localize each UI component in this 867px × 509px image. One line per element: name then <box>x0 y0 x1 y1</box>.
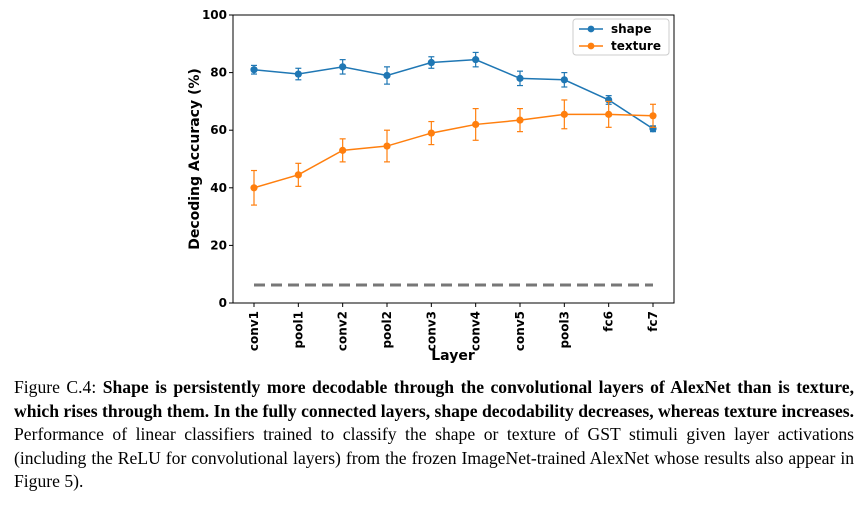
y-axis-title: Decoding Accuracy (%) <box>187 68 203 250</box>
y-tick-label: 60 <box>210 123 227 137</box>
x-axis-title: Layer <box>431 348 475 364</box>
x-tick-label: conv3 <box>424 311 438 351</box>
y-tick-label: 100 <box>202 8 227 22</box>
y-tick-label: 0 <box>219 296 227 310</box>
data-point-shape <box>339 63 347 71</box>
x-tick-label: pool2 <box>380 311 394 349</box>
x-tick-label: conv4 <box>469 311 483 351</box>
data-point-shape <box>250 66 258 74</box>
data-point-texture <box>649 112 657 120</box>
x-tick-label: conv2 <box>336 311 350 351</box>
x-tick-label: pool1 <box>291 311 305 349</box>
caption-label: Figure C.4: <box>14 377 97 397</box>
x-tick-label: fc7 <box>646 311 660 332</box>
x-tick-label: conv5 <box>513 311 527 351</box>
data-point-shape <box>472 56 480 64</box>
data-point-texture <box>427 129 435 137</box>
legend-marker-shape <box>587 25 595 33</box>
data-point-shape <box>427 58 435 67</box>
data-point-texture <box>560 110 568 118</box>
x-tick-label: pool3 <box>557 311 571 349</box>
y-tick-label: 80 <box>210 66 227 80</box>
caption-body-text: Performance of linear classifiers traine… <box>14 424 854 491</box>
decoding-accuracy-chart: 0 20 40 60 80 100 conv1 pool1 conv2 pool2 conv3 con… <box>187 8 675 364</box>
plot-frame <box>232 14 675 304</box>
figure-caption: Figure C.4: Shape is persistently more d… <box>14 376 854 494</box>
data-point-texture <box>472 120 480 129</box>
data-point-texture <box>383 142 391 150</box>
y-tick-label: 20 <box>210 238 227 252</box>
plot-area: 0 20 40 60 80 100 conv1 pool1 conv2 pool2 conv3 con… <box>202 8 675 351</box>
data-point-texture <box>516 116 524 124</box>
legend-label-shape: shape <box>611 22 652 36</box>
legend-label-texture: texture <box>611 39 661 53</box>
data-point-texture <box>294 171 302 179</box>
data-point-texture <box>250 184 258 192</box>
caption-bold-text: Shape is persistently more decodable thr… <box>14 377 854 421</box>
series-line-shape <box>253 58 654 130</box>
legend-marker-texture <box>587 42 595 50</box>
data-point-shape <box>383 71 391 80</box>
y-tick-label: 40 <box>210 181 227 195</box>
data-point-shape <box>294 70 302 78</box>
series-line-texture <box>253 113 654 189</box>
data-point-texture <box>339 146 347 154</box>
data-point-texture <box>605 110 613 118</box>
x-tick-label: fc6 <box>602 311 616 332</box>
x-tick-label: conv1 <box>247 311 261 351</box>
data-point-shape <box>560 76 568 84</box>
data-point-shape <box>516 74 524 82</box>
